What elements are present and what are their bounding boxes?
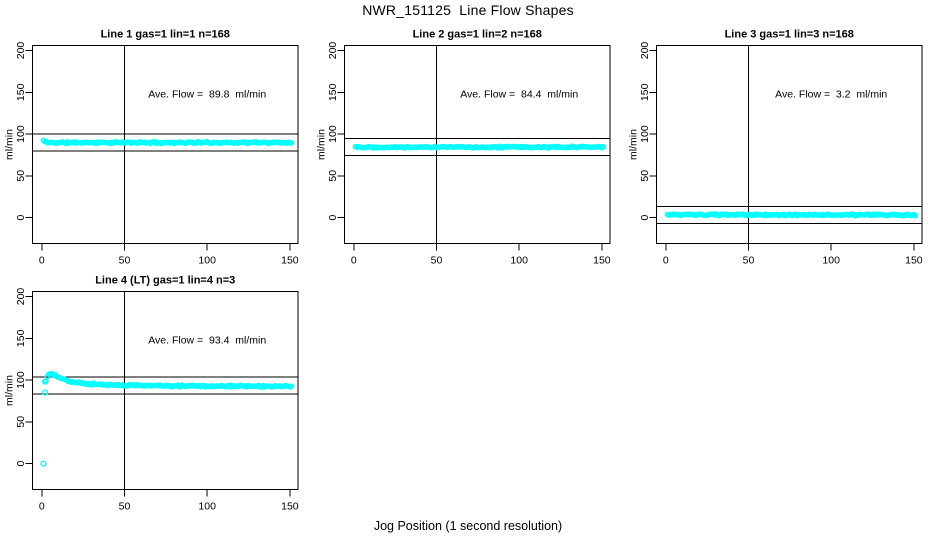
y-tick-label: 150 bbox=[327, 83, 339, 101]
x-axis: 0 50 100 150 bbox=[39, 243, 299, 267]
subplot-title: Line 4 (LT) gas=1 lin=4 n=3 bbox=[95, 275, 235, 287]
x-tick-label: 0 bbox=[39, 255, 45, 267]
x-axis: 0 50 100 150 bbox=[663, 243, 923, 267]
y-tick-label: 100 bbox=[15, 125, 27, 143]
y-axis: 0 50 100 150 200 bbox=[327, 42, 345, 221]
subplot-title: Line 1 gas=1 lin=1 n=168 bbox=[101, 29, 230, 41]
x-tick-label: 100 bbox=[510, 255, 528, 267]
y-axis-title: ml/min bbox=[628, 129, 640, 160]
ave-flow-annotation: Ave. Flow = 3.2 ml/min bbox=[775, 89, 887, 101]
outlier-point bbox=[40, 460, 47, 467]
ave-flow-annotation: Ave. Flow = 84.4 ml/min bbox=[460, 89, 578, 101]
x-tick-label: 50 bbox=[119, 501, 131, 513]
y-tick-label: 150 bbox=[639, 83, 651, 101]
subplot-4: 0 50 100 150 0 50 100 150 200 ml/min Line 4 (LT) g… bbox=[4, 275, 299, 513]
x-tick-label: 0 bbox=[39, 501, 45, 513]
x-tick-label: 150 bbox=[905, 255, 923, 267]
y-axis: 0 50 100 150 200 bbox=[15, 42, 33, 221]
subplot-2: 0 50 100 150 0 50 100 150 200 ml/min Line 2 gas=1 … bbox=[316, 29, 611, 267]
flow-scatter-series bbox=[664, 211, 919, 219]
flow-scatter-series bbox=[352, 143, 607, 151]
x-axis: 0 50 100 150 bbox=[351, 243, 611, 267]
plot-box bbox=[344, 45, 611, 244]
flow-scatter-series bbox=[40, 137, 295, 147]
subplot-title: Line 2 gas=1 lin=2 n=168 bbox=[413, 29, 542, 41]
x-tick-label: 50 bbox=[431, 255, 443, 267]
subplot-title: Line 3 gas=1 lin=3 n=168 bbox=[725, 29, 854, 41]
outlier-point bbox=[41, 378, 49, 385]
y-tick-label: 50 bbox=[639, 170, 651, 182]
x-tick-label: 150 bbox=[281, 255, 299, 267]
outlier-point bbox=[41, 389, 49, 396]
plot-box bbox=[32, 291, 299, 490]
x-axis-title: Jog Position (1 second resolution) bbox=[373, 519, 563, 533]
x-tick-label: 100 bbox=[822, 255, 840, 267]
y-tick-label: 100 bbox=[15, 371, 27, 389]
y-tick-label: 0 bbox=[15, 215, 27, 221]
y-axis: 0 50 100 150 200 bbox=[15, 288, 33, 467]
y-tick-label: 0 bbox=[15, 461, 27, 467]
y-tick-label: 200 bbox=[15, 288, 27, 306]
y-tick-label: 100 bbox=[327, 125, 339, 143]
x-tick-label: 0 bbox=[663, 255, 669, 267]
y-axis: 0 50 100 150 200 bbox=[639, 42, 657, 221]
subplot-3: 0 50 100 150 0 50 100 150 200 ml/min Line 3 gas=1 … bbox=[628, 29, 923, 267]
y-axis-title: ml/min bbox=[316, 129, 328, 160]
y-tick-label: 0 bbox=[327, 215, 339, 221]
x-tick-label: 100 bbox=[198, 255, 216, 267]
x-tick-label: 50 bbox=[743, 255, 755, 267]
y-tick-label: 50 bbox=[15, 416, 27, 428]
x-axis: 0 50 100 150 bbox=[39, 489, 299, 513]
plot-box bbox=[656, 45, 923, 244]
main-title: NWR_151125 Line Flow Shapes bbox=[362, 2, 574, 18]
ave-flow-annotation: Ave. Flow = 89.8 ml/min bbox=[148, 89, 266, 101]
y-tick-label: 200 bbox=[15, 42, 27, 60]
x-tick-label: 150 bbox=[281, 501, 299, 513]
x-tick-label: 0 bbox=[351, 255, 357, 267]
ave-flow-annotation: Ave. Flow = 93.4 ml/min bbox=[148, 335, 266, 347]
y-tick-label: 50 bbox=[327, 170, 339, 182]
y-tick-label: 50 bbox=[15, 170, 27, 182]
plot-box bbox=[32, 45, 299, 244]
x-tick-label: 150 bbox=[593, 255, 611, 267]
y-tick-label: 150 bbox=[15, 83, 27, 101]
x-tick-label: 50 bbox=[119, 255, 131, 267]
y-tick-label: 200 bbox=[327, 42, 339, 60]
y-tick-label: 0 bbox=[639, 215, 651, 221]
y-axis-title: ml/min bbox=[4, 375, 16, 406]
y-tick-label: 100 bbox=[639, 125, 651, 143]
subplot-1: 0 50 100 150 0 50 100 150 200 ml/min Line 1 gas=1 … bbox=[4, 29, 299, 267]
flow-scatter-series bbox=[40, 370, 295, 467]
x-tick-label: 100 bbox=[198, 501, 216, 513]
y-axis-title: ml/min bbox=[4, 129, 16, 160]
y-tick-label: 200 bbox=[639, 42, 651, 60]
y-tick-label: 150 bbox=[15, 329, 27, 347]
